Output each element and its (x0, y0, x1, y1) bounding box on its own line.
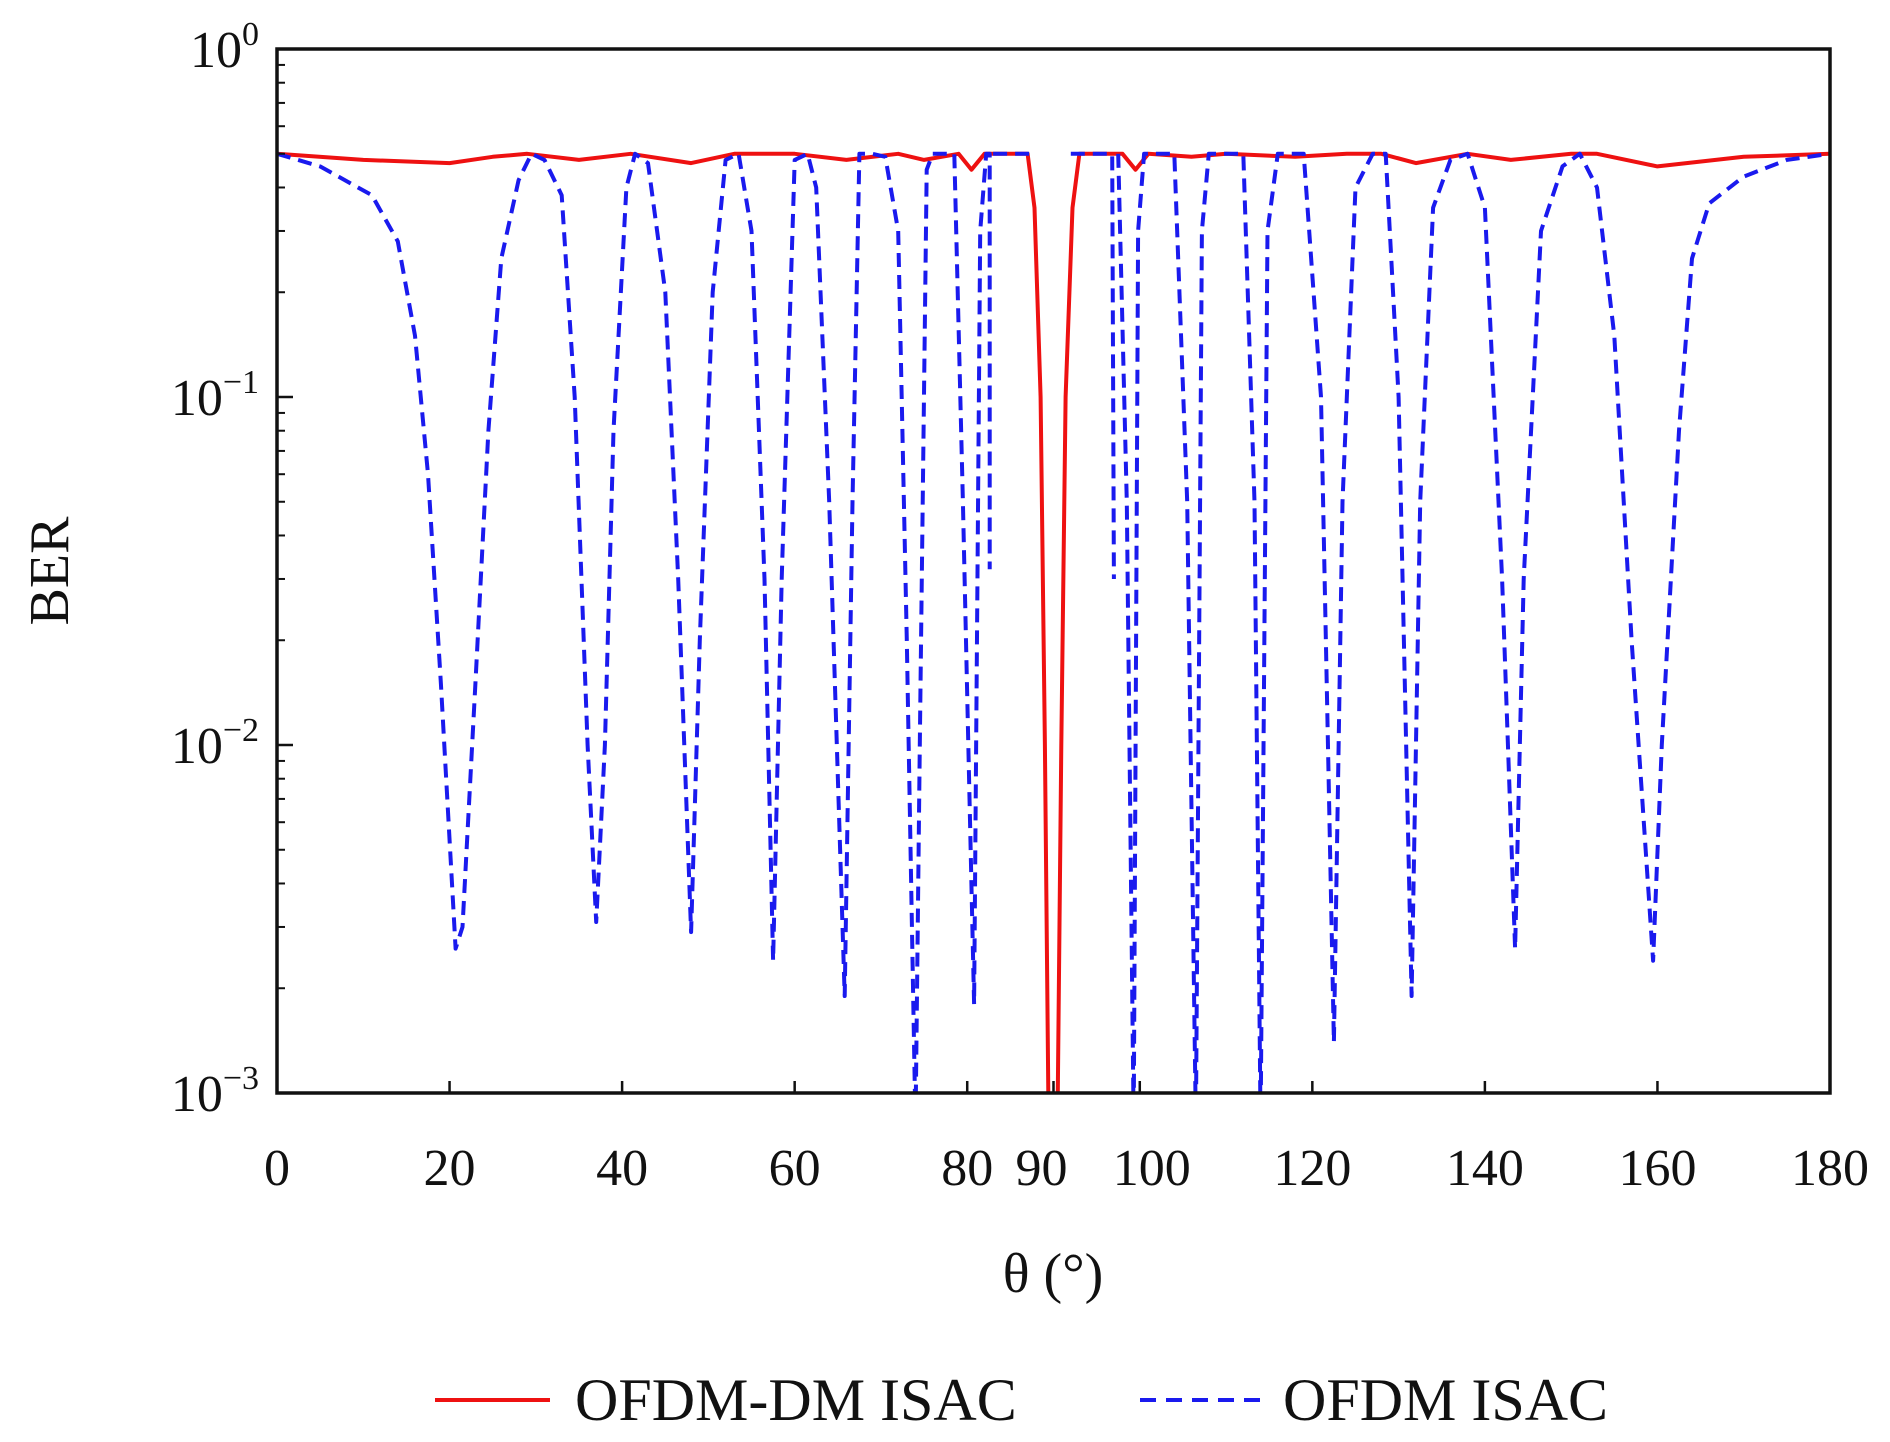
y-tick-base: 10 (171, 370, 223, 427)
y-tick-base: 10 (171, 1066, 223, 1123)
x-axis-label: θ (°) (1003, 1243, 1104, 1305)
x-tick-label: 180 (1791, 1140, 1869, 1197)
y-tick-base: 10 (190, 22, 242, 79)
x-tick-label: 40 (596, 1140, 648, 1197)
x-tick-label: 80 (941, 1140, 993, 1197)
x-tick-label: 0 (264, 1140, 290, 1197)
ticks-layer: 0 20 40 60 80 90 100 120 140 160 18010010−110−210−… (171, 16, 1869, 1197)
x-tick-label: 90 (1016, 1140, 1068, 1197)
y-tick-exponent: −3 (223, 1060, 259, 1097)
x-tick-label: 160 (1618, 1140, 1696, 1197)
y-tick-label: 100 (190, 16, 259, 79)
x-tick-label: 140 (1446, 1140, 1524, 1197)
y-tick-exponent: 0 (242, 16, 259, 53)
x-tick-label: 120 (1273, 1140, 1351, 1197)
series-line-ofdm-dm-isac (277, 151, 1830, 1093)
legend: OFDM-DM ISAC OFDM ISAC (435, 1367, 1608, 1433)
y-tick-base: 10 (171, 718, 223, 775)
y-tick-exponent: −1 (223, 364, 259, 401)
legend-label-ofdm-dm-isac: OFDM-DM ISAC (575, 1367, 1017, 1433)
y-axis-label: BER (19, 516, 81, 626)
y-tick-label: 10−1 (171, 364, 259, 427)
legend-label-ofdm-isac: OFDM ISAC (1283, 1367, 1608, 1433)
series-line-ofdm-isac (277, 151, 1830, 1093)
series-layer (277, 151, 1830, 1093)
plot-frame (275, 47, 1832, 1095)
y-tick-label: 10−2 (171, 712, 259, 775)
x-tick-label: 20 (424, 1140, 476, 1197)
y-tick-label: 10−3 (171, 1060, 259, 1123)
y-tick-exponent: −2 (223, 712, 259, 749)
x-tick-label: 100 (1113, 1140, 1191, 1197)
x-tick-label: 60 (769, 1140, 821, 1197)
